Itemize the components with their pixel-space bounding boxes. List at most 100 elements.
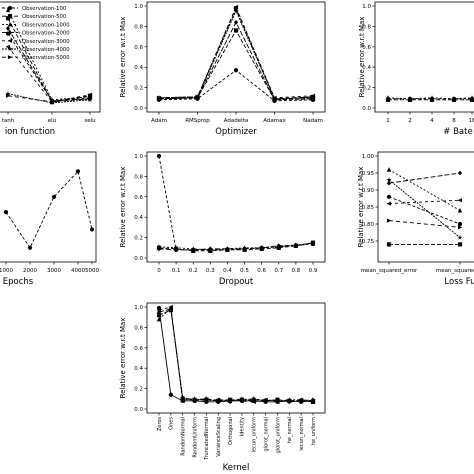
- series-line: [158, 29, 314, 101]
- data-point: [274, 399, 280, 404]
- y-tick-label: 0.4: [134, 215, 143, 221]
- x-axis-label: Kernel: [223, 463, 250, 473]
- series-line: [158, 307, 314, 402]
- axes-frame: [0, 1, 101, 113]
- series-line: [158, 306, 314, 403]
- y-tick-label: 1.0: [134, 154, 143, 160]
- legend-label: Observation-500: [22, 14, 67, 20]
- series-line: [388, 169, 461, 211]
- data-point: [298, 397, 304, 402]
- x-tick-label: Ones: [169, 417, 175, 430]
- y-tick-label: 0.4: [362, 65, 371, 71]
- data-point: [259, 245, 264, 251]
- series-line: [388, 220, 461, 228]
- y-tick-label: 0.4: [134, 65, 143, 71]
- y-tick-label: 0.4: [134, 366, 143, 372]
- x-tick-label: Adadelta: [224, 118, 248, 124]
- axes-frame: [146, 151, 326, 263]
- x-tick-label: Nadam: [303, 118, 323, 124]
- y-tick-label: 0.0: [134, 106, 143, 112]
- series-line: [158, 308, 314, 403]
- data-point: [49, 99, 55, 104]
- data-point: [156, 95, 162, 100]
- data-point: [293, 243, 298, 249]
- series-line: [7, 46, 91, 103]
- series-line: [388, 172, 461, 184]
- axes-frame: [146, 1, 326, 113]
- data-point: [75, 169, 81, 174]
- y-tick-label: 0.95: [362, 171, 375, 177]
- y-axis-label: Relative error w.r.t Max: [357, 167, 365, 248]
- series-line: [388, 179, 461, 238]
- x-tick-label: TruncatedNormal: [204, 417, 210, 461]
- series-line: [7, 9, 91, 101]
- data-point: [233, 19, 239, 25]
- y-tick-label: 0.2: [362, 86, 371, 92]
- legend-marker: [7, 46, 13, 52]
- data-point: [386, 218, 392, 223]
- x-tick-label: 0.3: [206, 268, 215, 274]
- x-tick-label: 4: [430, 118, 434, 124]
- data-point: [5, 7, 11, 13]
- y-tick-label: 0.2: [134, 236, 143, 242]
- data-point: [385, 95, 391, 100]
- y-tick-label: 1.0: [134, 4, 143, 10]
- data-point: [457, 234, 463, 240]
- legend-label: Observation-100: [22, 6, 67, 12]
- data-point: [233, 68, 239, 73]
- data-point: [5, 44, 11, 49]
- legend-label: Observation-4000: [22, 47, 70, 53]
- data-point: [457, 207, 463, 213]
- y-axis-label: Relative error w.r.t Max: [119, 167, 127, 248]
- x-tick-label: Identity: [240, 417, 246, 436]
- data-point: [168, 304, 173, 310]
- x-tick-label: 0.1: [172, 268, 181, 274]
- x-tick-label: he_normal: [287, 417, 293, 443]
- data-point: [233, 5, 239, 11]
- data-point: [233, 8, 239, 14]
- data-point: [89, 227, 95, 232]
- x-tick-label: 2000: [23, 268, 37, 274]
- data-point: [87, 92, 93, 97]
- data-point: [386, 242, 392, 247]
- x-tick-label: 1: [386, 118, 390, 124]
- data-point: [286, 398, 292, 403]
- y-tick-label: 0.6: [134, 195, 143, 201]
- series-line: [158, 69, 314, 102]
- data-point: [227, 397, 233, 402]
- series-line: [158, 21, 314, 101]
- x-tick-label: 8: [452, 118, 456, 124]
- data-point: [215, 397, 221, 402]
- x-tick-label: 0.5: [240, 268, 249, 274]
- x-tick-label: Adamax: [263, 118, 286, 124]
- y-tick-label: 0.85: [362, 205, 375, 211]
- data-point: [310, 240, 316, 246]
- y-tick-label: 0.8: [134, 174, 143, 180]
- data-point: [203, 397, 209, 402]
- data-point: [457, 198, 463, 203]
- data-point: [156, 307, 162, 313]
- y-axis-label: Relative error w.r.t Max: [119, 318, 127, 399]
- legend-label: Observation-3000: [22, 39, 70, 45]
- y-tick-label: 0.6: [134, 346, 143, 352]
- legend-marker: [7, 55, 13, 60]
- y-tick-label: 0.8: [134, 24, 143, 30]
- x-tick-label: 0.4: [223, 268, 232, 274]
- x-tick-label: mean_squared_lo: [436, 268, 474, 274]
- series-line: [158, 309, 314, 403]
- x-axis-label: Optimizer: [215, 127, 257, 137]
- data-point: [225, 246, 230, 252]
- x-tick-label: tanh: [2, 118, 15, 124]
- x-tick-label: he_uniform: [311, 417, 317, 445]
- x-tick-label: glorot_normal: [263, 417, 269, 452]
- legend-marker: [7, 38, 13, 43]
- data-point: [457, 225, 463, 230]
- data-point: [310, 94, 316, 99]
- data-point: [457, 221, 463, 227]
- x-axis-label: ion function: [5, 127, 55, 137]
- data-point: [407, 96, 413, 101]
- data-point: [156, 246, 162, 252]
- data-point: [208, 246, 213, 252]
- data-point: [51, 194, 57, 199]
